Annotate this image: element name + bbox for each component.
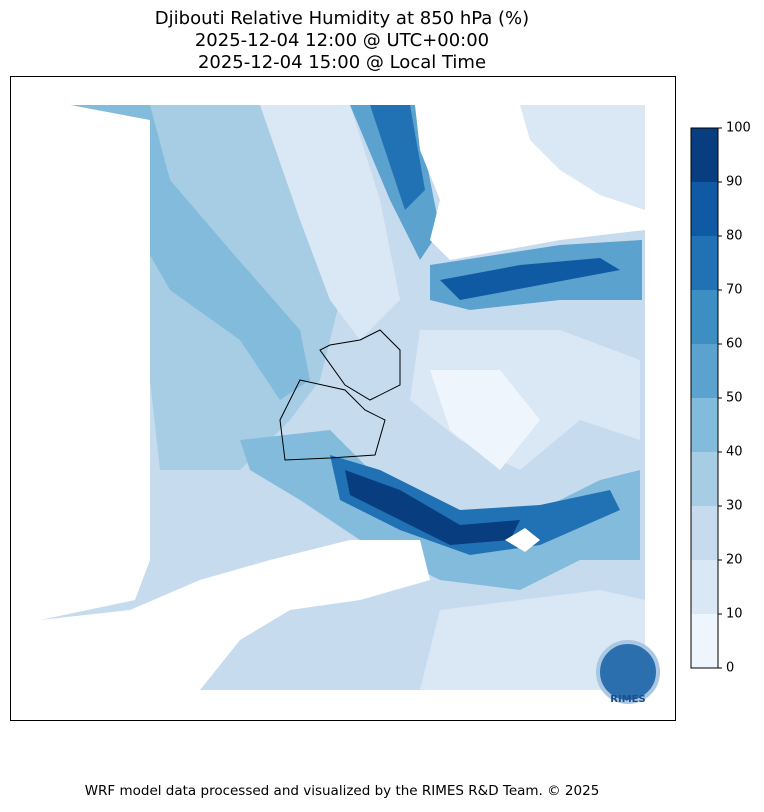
- field-region: [345, 470, 520, 545]
- colorbar-segment: [691, 344, 718, 398]
- no-data: [40, 105, 150, 620]
- colorbar-segment: [691, 236, 718, 290]
- field-region: [430, 370, 540, 470]
- field-region: [440, 258, 620, 300]
- field-region: [520, 105, 645, 210]
- colorbar-segment: [691, 614, 718, 668]
- colorbar-tick-label: 60: [726, 337, 743, 352]
- colorbar-segment: [691, 560, 718, 614]
- title-line: 2025-12-04 12:00 @ UTC+00:00: [195, 30, 489, 51]
- colorbar-tick-label: 70: [726, 283, 743, 298]
- field-region: [260, 105, 400, 340]
- footer: WRF model data processed and visualized …: [85, 783, 600, 799]
- colorbar-tick-label: 50: [726, 391, 743, 406]
- colorbar-segment: [691, 182, 718, 236]
- field-region: [420, 590, 645, 690]
- title-line: Djibouti Relative Humidity at 850 hPa (%…: [155, 8, 529, 29]
- colorbar-tick-label: 0: [726, 661, 734, 676]
- colorbar: 0 10 20 30 40 50 60 70 80 90 100: [690, 121, 751, 676]
- logo-text: RIMES: [610, 694, 645, 705]
- no-data: [505, 528, 540, 552]
- field-region: [370, 105, 425, 210]
- colorbar-segment: [691, 506, 718, 560]
- no-data: [40, 540, 430, 690]
- colorbar-segment: [691, 128, 718, 182]
- colorbar-tick-label: 30: [726, 499, 743, 514]
- logo-emblem: [596, 640, 660, 704]
- colorbar-segment: [691, 452, 718, 506]
- title-line: 2025-12-04 15:00 @ Local Time: [198, 52, 486, 73]
- colorbar-segment: [691, 290, 718, 344]
- colorbar-tick-label: 10: [726, 607, 743, 622]
- field-region: [330, 455, 620, 555]
- colorbar-tick-label: 80: [726, 229, 743, 244]
- country-border: [279, 329, 401, 461]
- colorbar-tick-label: 90: [726, 175, 743, 190]
- field-region: [350, 105, 440, 260]
- colorbar-tick-label: 20: [726, 553, 743, 568]
- colorbar-segment: [691, 398, 718, 452]
- colorbar-tick-label: 100: [726, 121, 751, 136]
- map-frame: [10, 76, 676, 721]
- map: RIMES: [10, 76, 676, 721]
- colorbar-tick-label: 40: [726, 445, 743, 460]
